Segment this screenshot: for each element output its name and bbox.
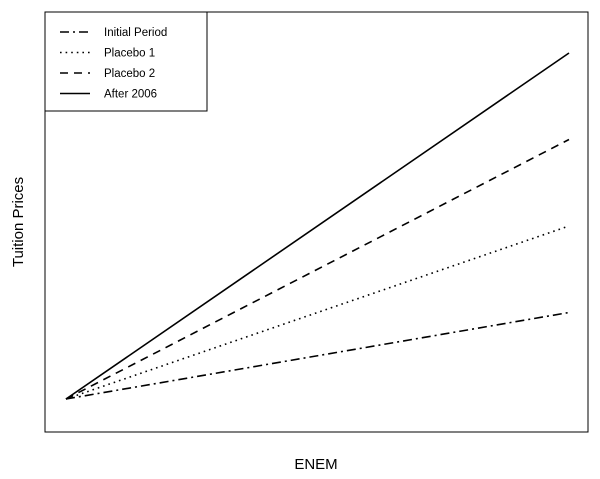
legend-item-initial-period: Initial Period	[60, 27, 167, 39]
legend: Initial Period Placebo 1 Placebo 2 After 20…	[44, 11, 208, 112]
series-line-placebo-2	[65, 138, 570, 400]
legend-item-placebo-1: Placebo 1	[60, 48, 155, 60]
y-axis-label: Tuition Prices	[10, 177, 27, 267]
series-line-placebo-1	[65, 225, 570, 400]
legend-box	[44, 11, 208, 112]
legend-label-placebo-2: Placebo 2	[104, 68, 155, 80]
plot-frame	[44, 11, 589, 433]
series-line-after-2006	[65, 52, 570, 400]
series-line-initial-period	[65, 311, 570, 400]
legend-label-after-2006: After 2006	[104, 89, 157, 101]
x-axis-label: ENEM	[294, 456, 337, 473]
legend-label-initial-period: Initial Period	[104, 27, 167, 39]
legend-item-placebo-2: Placebo 2	[60, 68, 155, 80]
legend-label-placebo-1: Placebo 1	[104, 48, 155, 60]
legend-item-after-2006: After 2006	[60, 89, 157, 101]
series-layer	[65, 52, 570, 400]
legend-items: Initial Period Placebo 1 Placebo 2 After 20…	[60, 27, 167, 101]
